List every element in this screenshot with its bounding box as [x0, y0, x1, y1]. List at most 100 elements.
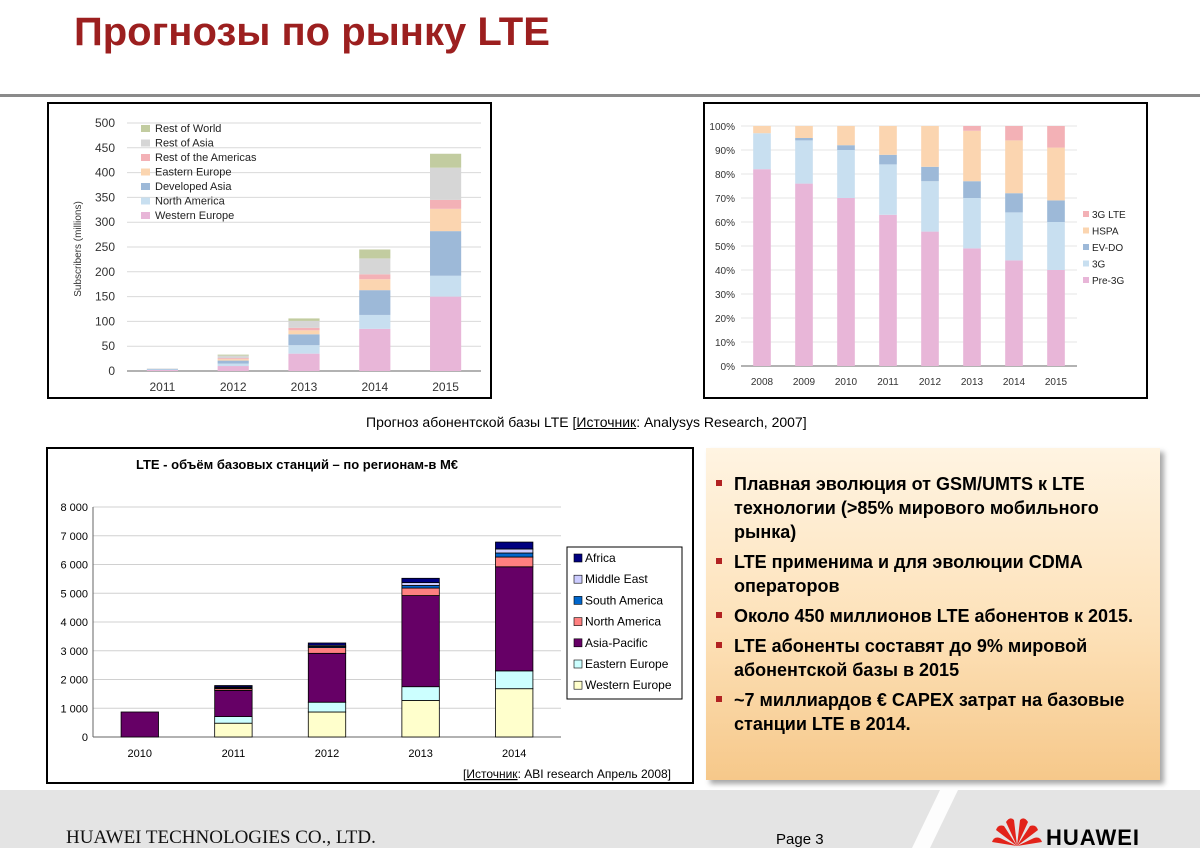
x-tick-label: 2011 [222, 748, 246, 760]
bar-segment [402, 700, 439, 737]
bar-segment [288, 334, 319, 345]
x-tick-label: 2013 [961, 377, 984, 388]
bar-segment [359, 274, 390, 279]
y-tick-label: 50% [715, 242, 735, 253]
y-tick-label: 1 000 [60, 703, 88, 715]
y-tick-label: 350 [95, 190, 115, 204]
page-number: Page 3 [776, 831, 824, 848]
bar-segment [837, 150, 855, 198]
bar-segment [147, 370, 178, 371]
bar-segment [402, 588, 439, 595]
y-tick-label: 6 000 [60, 560, 88, 572]
caption-source-link[interactable]: Источник [576, 414, 636, 430]
y-tick-label: 0 [108, 364, 115, 378]
bar-segment [359, 329, 390, 371]
bar-segment [430, 297, 461, 371]
legend-label: 3G [1092, 260, 1106, 271]
y-tick-label: 8 000 [60, 502, 88, 514]
bar-segment [1047, 200, 1065, 222]
x-tick-label: 2008 [751, 377, 774, 388]
bar-segment [1047, 270, 1065, 366]
legend-swatch [141, 198, 150, 205]
huawei-logo-text: HUAWEI [1046, 825, 1140, 851]
bar-segment [963, 131, 981, 181]
y-axis-label: Subscribers (millions) [73, 201, 84, 297]
legend-label: Africa [585, 551, 616, 565]
bar-segment [963, 248, 981, 366]
y-tick-label: 100% [709, 122, 735, 133]
y-tick-label: 2 000 [60, 675, 88, 687]
bar-segment [753, 126, 771, 133]
bullet-marker-icon [716, 696, 722, 702]
bar-segment [963, 181, 981, 198]
key-point-text: LTE применима и для эволюции CDMA операт… [734, 552, 1082, 596]
bar-segment [921, 181, 939, 231]
bar-segment [495, 567, 532, 671]
bar-segment [753, 169, 771, 366]
x-tick-label: 2013 [291, 380, 318, 394]
y-tick-label: 3 000 [60, 646, 88, 658]
key-point: LTE абоненты составят до 9% мировой абон… [716, 634, 1142, 682]
key-point: ~7 миллиардов € CAPEX затрат на базовые … [716, 688, 1142, 736]
bar-segment [879, 215, 897, 366]
legend-swatch [574, 639, 582, 647]
bullet-marker-icon [716, 642, 722, 648]
bar-segment [359, 249, 390, 258]
y-tick-label: 150 [95, 290, 115, 304]
y-tick-label: 0 [82, 732, 88, 744]
bar-segment [879, 155, 897, 165]
bar-segment [308, 702, 345, 712]
bar-segment [308, 653, 345, 702]
caption-suffix: : Analysys Research, 2007] [636, 414, 806, 430]
x-tick-label: 2011 [877, 377, 899, 388]
bar-segment [1005, 193, 1023, 212]
legend-swatch [141, 125, 150, 132]
legend-swatch [1083, 244, 1089, 250]
bar-segment [218, 359, 249, 360]
bar-segment [753, 133, 771, 169]
legend-label: EV-DO [1092, 243, 1123, 254]
bar-segment [430, 209, 461, 231]
bar-segment [218, 355, 249, 356]
y-tick-label: 250 [95, 240, 115, 254]
bar-segment [1047, 126, 1065, 148]
caption-prefix: Прогноз абонентской базы LTE [ [366, 414, 576, 430]
bar-segment [879, 164, 897, 214]
x-tick-label: 2014 [1003, 377, 1026, 388]
source-text: : ABI research Апрель 2008] [518, 767, 671, 781]
x-tick-label: 2009 [793, 377, 816, 388]
legend-swatch [141, 212, 150, 219]
y-tick-label: 50 [102, 339, 116, 353]
bar-segment [215, 717, 252, 724]
legend-label: Eastern Europe [155, 167, 231, 179]
x-tick-label: 2010 [128, 748, 152, 760]
bar-segment [218, 366, 249, 371]
bar-segment [430, 168, 461, 200]
legend-swatch [1083, 261, 1089, 267]
x-tick-label: 2012 [315, 748, 339, 760]
bar-segment [837, 126, 855, 145]
bar-segment [430, 200, 461, 209]
bar-segment [1005, 126, 1023, 140]
bar-segment [215, 723, 252, 737]
bar-segment [288, 330, 319, 334]
bar-segment [359, 258, 390, 274]
source-link[interactable]: Источник [466, 767, 518, 781]
x-tick-label: 2014 [502, 748, 526, 760]
x-tick-label: 2014 [361, 380, 388, 394]
y-tick-label: 60% [715, 218, 735, 229]
bar-segment [288, 328, 319, 330]
legend-label: Middle East [585, 572, 648, 586]
key-point-text: Около 450 миллионов LTE абонентов к 2015… [734, 606, 1133, 626]
bar-segment [1047, 222, 1065, 270]
legend-swatch [141, 183, 150, 190]
chart-caption: Прогноз абонентской базы LTE [Источник: … [366, 414, 807, 430]
y-tick-label: 4 000 [60, 617, 88, 629]
legend-label: HSPA [1092, 227, 1119, 238]
bar-segment [308, 712, 345, 737]
bar-segment [430, 276, 461, 297]
bar-segment [218, 361, 249, 364]
bar-segment [795, 138, 813, 140]
legend-swatch [1083, 277, 1089, 283]
bar-segment [879, 126, 897, 155]
